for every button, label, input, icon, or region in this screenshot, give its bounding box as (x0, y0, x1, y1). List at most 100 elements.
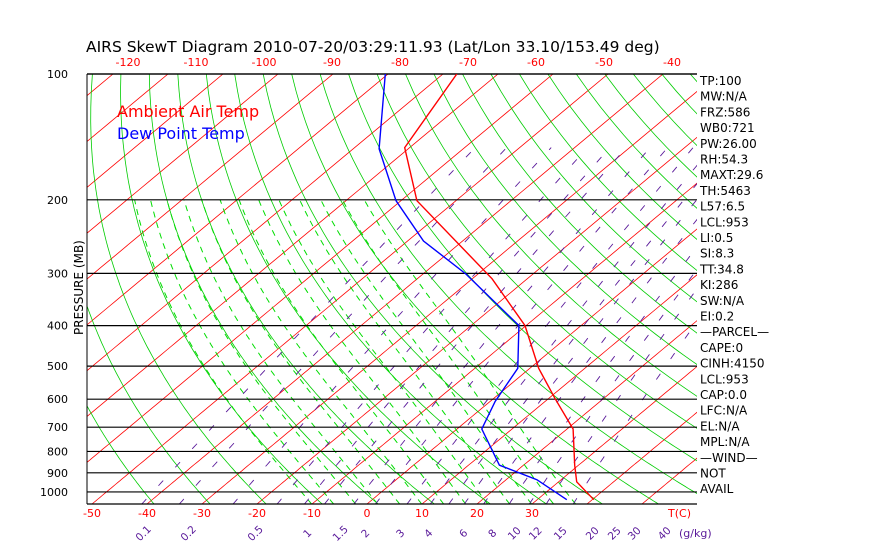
mixing-ratio-tick-label: 1 (301, 527, 314, 540)
moist-adiabat-line (150, 199, 335, 504)
pressure-tick-label: 800 (47, 445, 68, 458)
dry-adiabat-line (462, 74, 697, 334)
isotherm-line (87, 74, 114, 97)
mixing-ratio-tick-label: 0.5 (246, 524, 266, 544)
y-axis-title: PRESSURE (MB) (72, 240, 86, 335)
stability-index-label: RH:54.3 (700, 153, 748, 167)
mixing-ratio-line (448, 183, 697, 504)
mixing-ratio-tick-label: 10 (506, 525, 524, 543)
top-temp-tick-label: -40 (663, 56, 681, 69)
mixing-ratio-tick-label: 2 (359, 527, 372, 540)
stability-index-label: —PARCEL— (700, 325, 769, 339)
isotherm-line (476, 320, 697, 504)
bottom-temp-tick-label: -50 (83, 507, 101, 520)
mixing-ratio-tick-label: 15 (552, 525, 570, 543)
top-temp-tick-label: -100 (252, 56, 277, 69)
isotherm-line (146, 74, 664, 504)
isotherm-line (366, 228, 697, 504)
isotherm-line (256, 136, 697, 504)
mixing-ratio-tick-label: 8 (486, 527, 499, 540)
stability-index-label: CAP:0.0 (700, 388, 747, 402)
moist-adiabat-line (363, 199, 577, 504)
traces (378, 74, 595, 501)
stability-index-label: SW:N/A (700, 294, 745, 308)
stability-index-label: LCL:953 (700, 372, 749, 386)
mixing-ratio-tick-label: 3 (394, 527, 407, 540)
stability-index-label: MPL:N/A (700, 435, 750, 449)
bottom-temp-tick-label: -10 (303, 507, 321, 520)
dry-adiabat-line (490, 74, 697, 303)
top-temp-tick-label: -120 (116, 56, 141, 69)
dew-point-temp-line (378, 74, 568, 501)
dry-adiabat-line (747, 74, 870, 504)
stability-index-label: EL:N/A (700, 419, 740, 433)
isobars (86, 73, 697, 505)
mixing-ratio-tick-label: 30 (626, 525, 644, 543)
mixing-ratio-line (429, 164, 697, 504)
mixing-ratio-tick-label: 12 (527, 525, 545, 543)
dry-adiabat-line (348, 74, 697, 462)
pressure-tick-label: 700 (47, 421, 68, 434)
pressure-tick-label: 200 (47, 194, 68, 207)
top-temp-tick-label: -80 (391, 56, 409, 69)
dry-adiabat-line (234, 74, 547, 504)
isotherm-line (87, 74, 389, 326)
stability-index-label: AVAIL (700, 482, 734, 496)
moist-adiabat-line (134, 199, 313, 504)
mixing-ratio-unit: (g/kg) (679, 527, 712, 540)
mixing-ratio-line (324, 147, 627, 504)
legend-dew-point-temp: Dew Point Temp (117, 124, 245, 143)
mixing-ratio-line (374, 147, 668, 504)
stability-index-label: SI:8.3 (700, 247, 734, 261)
dry-adiabat-line (120, 74, 323, 504)
mixing-ratio-line (463, 198, 697, 504)
bottom-temp-tick-label: -30 (193, 507, 211, 520)
dry-adiabat-line (405, 74, 697, 397)
top-temp-tick-label: -110 (184, 56, 209, 69)
stability-index-label: MAXT:29.6 (700, 168, 763, 182)
mixing-ratio-tick-label: 0.1 (134, 524, 154, 544)
top-temp-tick-label: -60 (527, 56, 545, 69)
pressure-tick-label: 500 (47, 360, 68, 373)
bottom-temp-tick-label: 0 (364, 507, 371, 520)
moist-adiabat-line (201, 199, 401, 504)
mixing-ratio-line (232, 147, 552, 504)
mixing-ratio-tick-label: 6 (457, 527, 470, 540)
top-temp-tick-label: -50 (595, 56, 613, 69)
stability-index-label: PW:26.00 (700, 137, 757, 151)
stability-index-label: EI:0.2 (700, 310, 734, 324)
stability-index-label: L57:6.5 (700, 200, 745, 214)
pressure-tick-label: 400 (47, 320, 68, 333)
pressure-tick-label: 100 (47, 68, 68, 81)
bottom-temp-tick-label: -40 (138, 507, 156, 520)
moist-adiabat-line (258, 199, 467, 504)
bottom-temp-tick-label: -20 (248, 507, 266, 520)
moist-adiabat-line (183, 199, 379, 504)
bottom-temp-tick-label: 30 (525, 507, 539, 520)
stability-index-label: MW:N/A (700, 90, 748, 104)
isotherm-line (87, 74, 334, 280)
top-temp-tick-label: -70 (459, 56, 477, 69)
dry-adiabat-line (87, 304, 211, 504)
mixing-ratio-tick-label: 25 (606, 525, 624, 543)
stability-index-label: LI:0.5 (700, 231, 733, 245)
mixing-ratio-tick-label: 0.2 (179, 524, 199, 544)
moist-adiabat-line (278, 199, 489, 504)
mixing-ratio-tick-label: 4 (422, 527, 435, 540)
x-axis-unit: T(C) (667, 507, 691, 520)
moist-adiabat-line (219, 199, 423, 504)
isotherm-line (531, 365, 697, 504)
mixing-ratio-tick-label: 1.5 (331, 524, 351, 544)
moist-adiabat-line (238, 199, 445, 504)
mixing-ratio-line (276, 147, 588, 504)
bottom-temp-tick-label: 10 (415, 507, 429, 520)
dry-adiabat-line (90, 74, 267, 504)
pressure-tick-label: 300 (47, 267, 68, 280)
isotherm-line (311, 182, 697, 504)
moist-adiabat-line (299, 199, 511, 504)
stability-index-label: CAPE:0 (700, 341, 743, 355)
stability-index-label: TP:100 (699, 74, 742, 88)
isotherm-line (91, 74, 609, 504)
moist-adiabat-line (320, 199, 533, 504)
